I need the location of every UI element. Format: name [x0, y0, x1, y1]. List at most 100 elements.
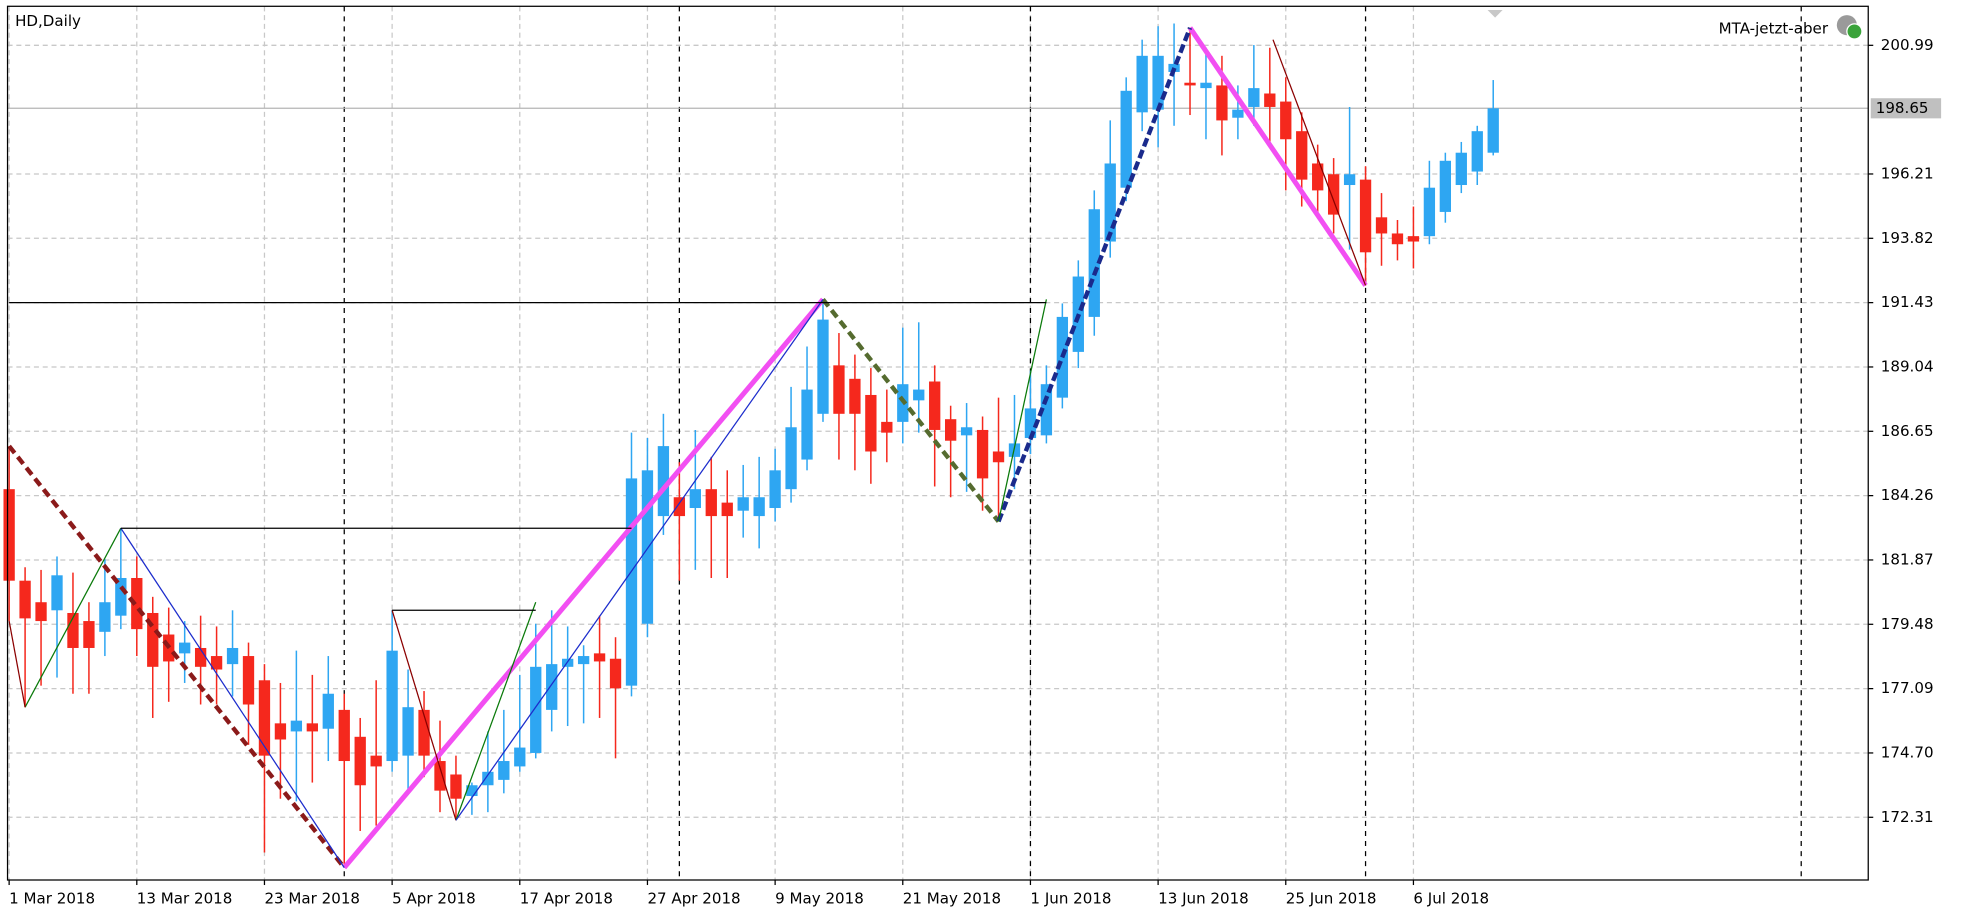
y-tick-label: 193.82 [1881, 229, 1934, 247]
candle-body [992, 451, 1005, 463]
zigzag-line [821, 298, 1001, 523]
candle-body [833, 365, 845, 414]
candle-body [1327, 174, 1340, 215]
candle-body [434, 761, 446, 791]
candle-body [721, 502, 733, 517]
candle-body [338, 709, 350, 762]
candle-body [179, 642, 191, 654]
candle-body [210, 656, 223, 670]
candle-body [1120, 90, 1132, 188]
candle-body [530, 666, 542, 753]
candle-body [67, 612, 79, 648]
zigzag-line [7, 444, 346, 869]
chart-title: HD,Daily [15, 12, 81, 30]
candle-body [1407, 236, 1420, 242]
candle-body [418, 709, 430, 756]
candle-body [370, 755, 382, 767]
zigzag-line [1272, 39, 1367, 286]
y-tick-label: 189.04 [1881, 357, 1934, 375]
candle-body [1152, 55, 1164, 110]
y-tick-label: 196.21 [1881, 164, 1934, 182]
candle-body [1104, 163, 1116, 242]
x-tick-label: 27 Apr 2018 [647, 889, 740, 907]
candle-body [1359, 179, 1372, 253]
candle-body [194, 647, 207, 667]
candle-body [673, 497, 686, 517]
y-tick-label: 174.70 [1881, 743, 1934, 761]
candle-body [498, 761, 510, 780]
candle-body [657, 446, 670, 517]
candle-body [466, 785, 478, 797]
candle-body [801, 389, 813, 460]
candle-body [386, 650, 398, 762]
candle-body [99, 602, 111, 632]
x-tick-label: 6 Jul 2018 [1413, 889, 1489, 907]
candle-body [577, 656, 590, 665]
zigzag-line [8, 620, 26, 708]
zigzag-line [391, 610, 457, 821]
y-tick-label: 179.48 [1881, 615, 1934, 633]
candle-body [593, 653, 606, 662]
candle-body [1184, 82, 1196, 86]
zigzag-line [996, 27, 1193, 523]
candle-body [944, 419, 957, 441]
x-tick-label: 13 Jun 2018 [1158, 889, 1249, 907]
candle-body [322, 693, 334, 729]
y-tick-label: 191.43 [1881, 293, 1934, 311]
zigzag-line [455, 602, 537, 821]
candle-body [402, 707, 414, 756]
y-tick-label: 186.65 [1881, 422, 1934, 440]
candle-body [705, 489, 717, 517]
x-tick-label: 17 Apr 2018 [520, 889, 613, 907]
candle-body [913, 389, 925, 401]
candle-body [131, 577, 143, 630]
indicator-name: MTA-jetzt-aber [1719, 19, 1829, 37]
plot-border [6, 5, 1869, 881]
candle-body [1280, 101, 1292, 140]
candle-body [306, 723, 318, 732]
candle-body [1040, 384, 1053, 436]
candle-body [115, 577, 127, 616]
candle-body [753, 497, 765, 517]
candle-body [546, 664, 558, 710]
x-tick-label: 13 Mar 2018 [137, 889, 233, 907]
candle-body [865, 394, 877, 452]
candle-body [737, 497, 749, 511]
candle-body [1136, 55, 1148, 113]
shift-marker [1487, 10, 1503, 18]
zigzag-line [120, 527, 345, 868]
candle-body [1391, 233, 1404, 245]
candle-body [226, 647, 239, 665]
x-tick-label: 1 Mar 2018 [9, 889, 95, 907]
candle-body [1232, 109, 1244, 118]
candle-body [1455, 152, 1467, 186]
candle-body [929, 381, 941, 430]
y-tick-label: 181.87 [1881, 550, 1934, 568]
zigzag-line [342, 297, 825, 870]
candle-body [19, 580, 31, 619]
candle-body [147, 612, 159, 667]
candle-body [354, 736, 366, 786]
candle-body [689, 489, 701, 509]
candle-body [290, 720, 303, 732]
x-tick-label: 23 Mar 2018 [264, 889, 360, 907]
zigzag-line [997, 299, 1048, 522]
y-tick-label: 184.26 [1881, 486, 1934, 504]
price-label-box [1870, 98, 1942, 119]
zigzag-line [1187, 26, 1368, 287]
candle-body [1216, 85, 1228, 121]
candle-body [1312, 163, 1324, 191]
candle-body [1375, 217, 1388, 234]
candle-body [960, 427, 973, 436]
candle-body [1088, 209, 1100, 317]
indicator-icon [1836, 15, 1863, 40]
candle-body [1248, 88, 1260, 107]
plot-layer [3, 6, 1869, 880]
candle-body [1343, 174, 1356, 186]
candle-body [881, 421, 893, 433]
candle-body [51, 575, 63, 611]
candle-body [817, 319, 829, 414]
candle-body [1024, 408, 1037, 439]
candle-body [976, 429, 989, 479]
